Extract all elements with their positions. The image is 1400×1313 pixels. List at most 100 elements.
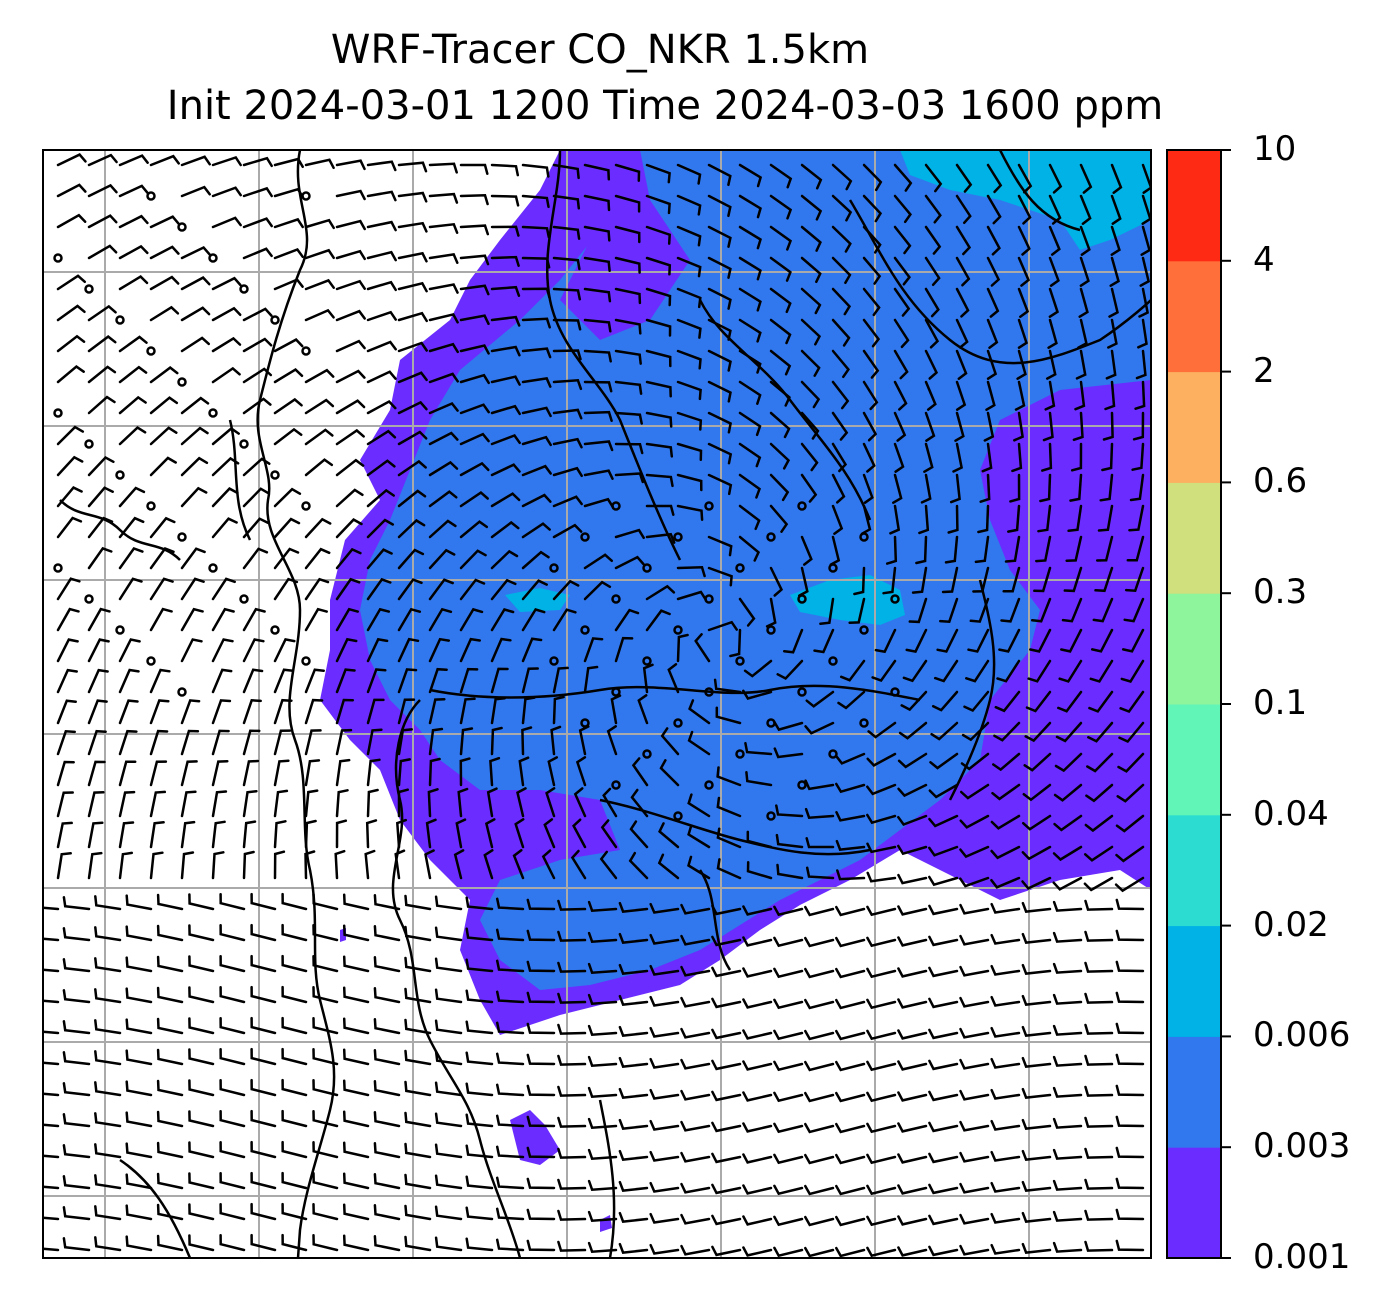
wind-barb [56, 760, 75, 787]
wind-barb [835, 1060, 866, 1072]
wind-barb [1084, 814, 1114, 833]
wind-barb [459, 344, 490, 355]
wind-barb [366, 668, 387, 694]
wind-barb [149, 668, 171, 694]
wind-barb [335, 458, 365, 477]
wind-barb [125, 987, 153, 1004]
wind-barb [211, 216, 242, 229]
wind-barb [583, 410, 613, 422]
wind-barb [465, 1051, 494, 1066]
wind-barb [1085, 783, 1114, 803]
wind-barb [862, 287, 881, 317]
wind-barb [1021, 876, 1052, 890]
wind-barb [490, 578, 517, 601]
wind-barb [1084, 1116, 1114, 1128]
wind-barb [335, 428, 365, 446]
wind-barb [118, 154, 149, 167]
wind-barb [947, 504, 959, 534]
wind-barb [990, 814, 1021, 830]
wind-barb [62, 896, 91, 911]
wind-barb [43, 906, 60, 911]
wind-barb [602, 787, 618, 818]
wind-barb [273, 850, 286, 880]
wind-barb [618, 963, 649, 975]
wind-barb [188, 1203, 215, 1221]
wind-barb [835, 1122, 866, 1134]
wind-barb [342, 1203, 370, 1221]
wind-barb [990, 845, 1021, 860]
wind-barb [1115, 960, 1145, 973]
wind-barb [1131, 442, 1145, 471]
wind-barb [645, 380, 672, 398]
wind-barb [428, 757, 441, 787]
wind-barb [800, 163, 823, 190]
wind-barb [242, 547, 269, 570]
wind-barb [557, 930, 587, 942]
wind-barb [676, 194, 702, 216]
wind-barb [342, 1172, 370, 1190]
wind-barb [900, 690, 928, 712]
wind-barb [118, 486, 146, 508]
wind-barb-calm [611, 501, 621, 511]
wind-barb [490, 726, 503, 756]
wind-barb [489, 756, 501, 787]
wind-barb [713, 678, 742, 694]
wind-barb [62, 989, 91, 1004]
wind-barb [211, 517, 238, 539]
wind-barb [552, 194, 581, 210]
wind-barb [281, 1140, 308, 1159]
colorbar-segment [1167, 814, 1221, 927]
wind-barb [952, 442, 964, 473]
wind-barb [1095, 535, 1114, 562]
wind-barb [1069, 473, 1083, 502]
wind-barb [1045, 349, 1057, 380]
wind-barb [428, 607, 453, 632]
wind-barb [516, 787, 527, 818]
wind-barb [897, 1029, 928, 1040]
wind-barb [742, 1153, 773, 1164]
wind-barb [342, 986, 370, 1004]
wind-barb [312, 1017, 339, 1035]
wind-barb [1022, 783, 1052, 802]
wind-barb [1033, 566, 1052, 593]
wind-barb [490, 520, 520, 539]
wind-barb-calm [797, 780, 807, 790]
wind-barb [156, 1079, 184, 1097]
wind-barb [397, 578, 423, 601]
wind-barb [490, 608, 515, 632]
wind-barb [776, 863, 804, 880]
wind-barb [990, 876, 1021, 889]
wind-barb [428, 519, 457, 539]
wind-barb [676, 163, 702, 185]
wind-barb [304, 158, 335, 170]
wind-barb [928, 1183, 959, 1195]
wind-barb [1021, 845, 1052, 861]
wind-barb [645, 256, 672, 276]
wind-barb [397, 221, 428, 233]
wind-barb [342, 1017, 370, 1035]
wind-barb [397, 668, 418, 694]
wind-barb [923, 442, 934, 473]
wind-barb [680, 965, 711, 977]
wind-barb [1021, 1180, 1052, 1192]
wind-barb [866, 813, 897, 825]
colorbar-tick-label: 0.001 [1253, 1237, 1351, 1277]
wind-barb [897, 814, 928, 827]
wind-barb [676, 318, 702, 339]
wind-barb [125, 1235, 153, 1252]
wind-barb [587, 1117, 618, 1130]
wind-barb [769, 504, 789, 533]
wind-barb [715, 706, 742, 725]
wind-barb [557, 1054, 587, 1066]
wind-barb [742, 936, 773, 947]
wind-barb [366, 488, 395, 508]
wind-barb [1016, 349, 1027, 380]
wind-barb [453, 849, 465, 880]
wind-barb [87, 153, 118, 167]
wind-barb-calm [239, 284, 249, 294]
wind-barb [738, 287, 762, 312]
wind-barb [645, 287, 672, 307]
wind-barb [614, 194, 641, 213]
wind-barb [707, 349, 732, 372]
wind-barb [959, 965, 990, 977]
